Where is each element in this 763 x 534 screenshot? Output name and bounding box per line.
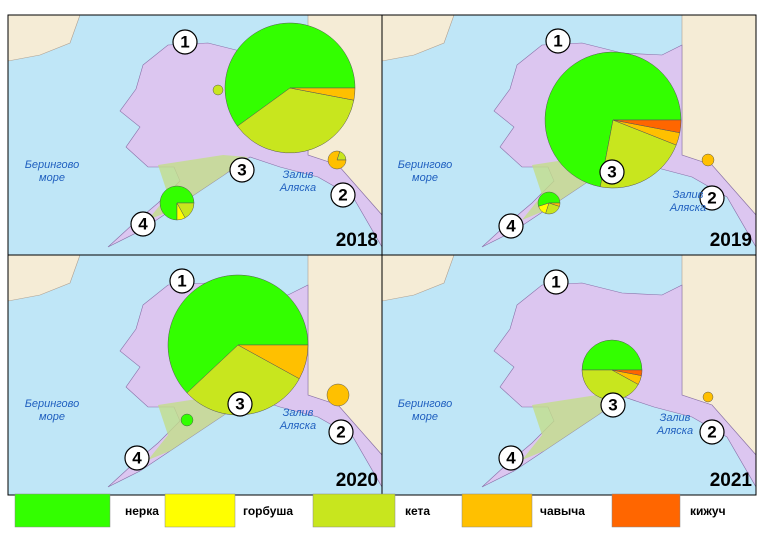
region-label: 3	[607, 162, 616, 181]
region-marker	[330, 182, 356, 208]
russia	[8, 255, 81, 302]
pie-wedge	[289, 87, 356, 101]
pie-wedge	[237, 87, 355, 154]
region-label: 4	[506, 216, 516, 235]
region-label: 4	[138, 214, 148, 233]
gulf-label: Залив	[660, 412, 691, 424]
region-marker	[599, 159, 625, 185]
region-label: 4	[506, 448, 516, 467]
year-label: 2021	[710, 470, 753, 491]
region-label: 3	[608, 395, 617, 414]
region-marker	[229, 157, 255, 183]
russia	[382, 255, 455, 302]
panel-border	[381, 254, 757, 496]
gulf-label: Залив	[283, 407, 314, 419]
legend-label: кета	[405, 504, 430, 518]
region-marker	[498, 445, 524, 471]
sea-label: Берингово	[398, 398, 453, 410]
pie-wedge	[702, 391, 714, 403]
sea-label: море	[39, 411, 65, 423]
pie-wedge	[212, 84, 224, 96]
pie-wedge	[237, 344, 309, 380]
region-label: 1	[177, 271, 186, 290]
region-marker	[169, 268, 195, 294]
region-label: 3	[235, 394, 244, 413]
legend-label: горбуша	[243, 504, 293, 518]
region-marker	[498, 213, 524, 239]
pie-wedge	[176, 202, 195, 219]
gulf-label: Аляска	[656, 425, 693, 437]
sea-label: море	[39, 172, 65, 184]
region-label: 4	[132, 448, 142, 467]
region-marker	[699, 419, 725, 445]
legend-swatch	[461, 493, 533, 528]
legend-swatch	[312, 493, 396, 528]
region-marker	[124, 445, 150, 471]
gulf-label: Залив	[673, 189, 704, 201]
sea-label: море	[412, 411, 438, 423]
region-label: 2	[338, 185, 347, 204]
sea-label: Берингово	[25, 159, 80, 171]
region-label: 1	[553, 31, 562, 50]
region-label: 2	[707, 422, 716, 441]
pie-wedge	[701, 153, 715, 167]
russia	[382, 15, 455, 62]
region-marker	[600, 392, 626, 418]
pie-wedge	[224, 22, 356, 127]
region-label: 1	[551, 272, 560, 291]
pie-wedge	[548, 202, 561, 207]
region-marker	[328, 419, 354, 445]
legend-swatch	[164, 493, 236, 528]
legend-label: нерка	[125, 504, 159, 518]
pie-wedge	[167, 274, 309, 394]
region-label: 1	[180, 32, 189, 51]
region-label: 3	[237, 160, 246, 179]
legend-label: чавыча	[540, 504, 585, 518]
region-marker	[699, 185, 725, 211]
region-marker	[545, 28, 571, 54]
coast-lowland	[522, 395, 622, 460]
pie-wedge	[612, 119, 682, 134]
pie-wedge	[611, 369, 643, 376]
legend-swatch	[611, 493, 681, 528]
gulf-label: Аляска	[279, 182, 316, 194]
gulf-label: Аляска	[669, 202, 706, 214]
pie-wedge	[327, 150, 347, 170]
russia	[8, 15, 81, 62]
region-label: 2	[707, 188, 716, 207]
pie-wedge	[544, 51, 682, 188]
sea-label: море	[412, 172, 438, 184]
region-marker	[227, 391, 253, 417]
year-label: 2019	[710, 230, 752, 251]
region-marker	[130, 211, 156, 237]
pie-wedge	[581, 339, 643, 371]
region-marker	[172, 29, 198, 55]
legend-label: кижуч	[690, 504, 726, 518]
gulf-label: Залив	[283, 169, 314, 181]
sea-label: Берингово	[25, 398, 80, 410]
gulf-label: Аляска	[279, 420, 316, 432]
pie-wedge	[180, 413, 194, 427]
legend-swatch	[14, 493, 111, 528]
region-label: 2	[336, 422, 345, 441]
region-marker	[543, 269, 569, 295]
sea-label: Берингово	[398, 159, 453, 171]
year-label: 2018	[336, 230, 378, 251]
year-label: 2020	[336, 470, 378, 491]
pie-wedge	[326, 383, 350, 407]
